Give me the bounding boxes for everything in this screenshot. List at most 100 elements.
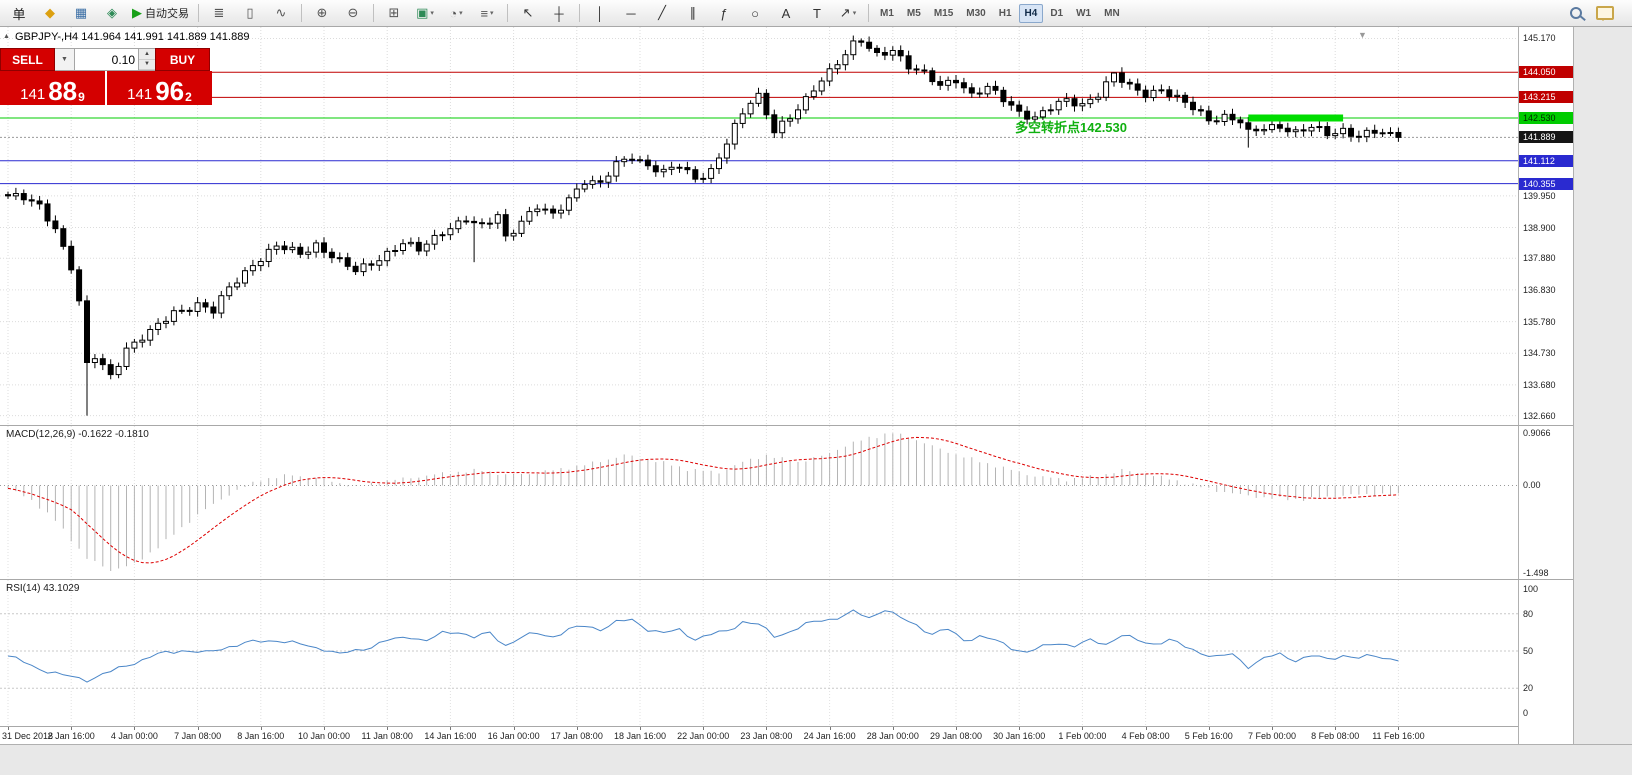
lot-size-input[interactable]: [75, 49, 138, 70]
lot-decrease-button[interactable]: ▼: [139, 59, 155, 70]
new-chart-icon[interactable]: ▣ ▾: [410, 1, 440, 25]
rsi-canvas[interactable]: [0, 580, 1518, 726]
time-axis-tick: [1082, 727, 1084, 730]
trade-panel-toggle-icon[interactable]: ▲: [3, 33, 10, 40]
timeframe-button-H4[interactable]: H4: [1018, 3, 1044, 23]
vertical-line-icon[interactable]: │: [585, 1, 615, 25]
time-axis-tick: [1272, 727, 1273, 730]
time-axis-label: 14 Jan 16:00: [424, 731, 477, 741]
cursor-icon: ↖: [522, 5, 534, 20]
timeframe-button-M15[interactable]: M15: [933, 7, 954, 19]
order-icon[interactable]: ◆: [35, 1, 65, 25]
scale-label: 145.170: [1523, 33, 1556, 44]
time-axis: 31 Dec 2018 2 Jan 16:00 4 Jan 00:00 7 Jan 0…: [0, 726, 1573, 744]
toolbar-separator: [301, 4, 302, 22]
fibonacci-icon: ƒ: [720, 5, 728, 21]
template-icon: ≡: [480, 5, 489, 21]
time-axis-label: 23 Jan 08:00: [740, 731, 793, 741]
timeframe-button-D1[interactable]: D1: [1050, 7, 1064, 19]
price-tag: 144.050: [1519, 66, 1573, 79]
timeframe-button-M5[interactable]: M5: [906, 7, 921, 19]
time-axis-tick: [197, 727, 199, 730]
lot-dropdown-button[interactable]: ▼: [55, 48, 75, 71]
time-axis-label: 28 Jan 00:00: [866, 731, 919, 741]
macd-histogram: [7, 433, 1399, 571]
time-axis-tick: [1145, 727, 1147, 730]
time-axis-label: 8 Feb 08:00: [1311, 731, 1360, 741]
tile-windows-icon[interactable]: ⊞: [379, 1, 409, 25]
chart-shift-icon[interactable]: ▼: [1358, 30, 1367, 40]
price-tag: 141.889: [1519, 131, 1573, 144]
macd-label: MACD(12,26,9) -0.1622 -0.1810: [6, 429, 149, 440]
sell-price-pips: 88: [48, 76, 78, 106]
main-toolbar: 单 ◆ ▦ ◈ ▶ 自动交易 ≣ ▯ ∿ ⊕ ⊖ ⊞ ▣ ▾ ◔ ▾ ≡ ▾ ↖ ┼ │ ─ ╱ ∥ ƒ ○ A T ↗ ▾ M1 M5 M15…: [0, 0, 1632, 27]
trendline-icon[interactable]: ╱: [647, 1, 677, 25]
time-axis-tick: [71, 727, 73, 730]
sell-price[interactable]: 141 88 9: [0, 71, 105, 105]
time-axis-tick: [829, 727, 831, 730]
time-axis-label: 17 Jan 08:00: [550, 731, 603, 741]
channel-icon[interactable]: ∥: [678, 1, 708, 25]
buy-price-pips: 96: [155, 76, 185, 106]
grid: [0, 27, 1518, 425]
pane-divider[interactable]: [0, 425, 1573, 426]
timeframe-button-H1[interactable]: H1: [998, 7, 1012, 19]
timeframe-button-M1[interactable]: M1: [880, 7, 894, 19]
line-chart-icon[interactable]: ∿: [266, 1, 296, 25]
timeframe-button-M30[interactable]: M30: [966, 7, 986, 19]
price-chart-canvas[interactable]: [0, 27, 1518, 425]
chat-icon[interactable]: [1596, 6, 1614, 21]
rsi-line: [7, 609, 1399, 683]
horizontal-line-icon: ─: [626, 5, 636, 21]
fibonacci-icon[interactable]: ƒ: [709, 1, 739, 25]
autotrading-button: ▶: [132, 5, 142, 20]
new-order-button[interactable]: 单: [4, 1, 34, 25]
macd-pane[interactable]: MACD(12,26,9) -0.1622 -0.1810: [0, 426, 1518, 579]
time-axis-tick: [260, 727, 262, 730]
zoom-in-icon: ⊕: [316, 5, 328, 20]
scale-label: 0.00: [1523, 480, 1541, 491]
bar-chart-icon[interactable]: ≣: [204, 1, 234, 25]
buy-button[interactable]: BUY: [155, 48, 210, 71]
arrows-icon[interactable]: ↗ ▾: [833, 1, 863, 25]
pane-divider[interactable]: [0, 579, 1573, 580]
period-icon[interactable]: ◔ ▾: [441, 1, 471, 25]
buy-price[interactable]: 141 96 2: [107, 71, 212, 105]
time-axis-label: 4 Feb 08:00: [1121, 731, 1170, 741]
lot-increase-button[interactable]: ▲: [139, 49, 155, 60]
zoom-in-icon[interactable]: ⊕: [307, 1, 337, 25]
price-chart[interactable]: ▲ GBPJPY-,H4 141.964 141.991 141.889 141…: [0, 27, 1518, 425]
crosshair-icon[interactable]: ┼: [544, 1, 574, 25]
cursor-icon[interactable]: ↖: [513, 1, 543, 25]
buy-price-main: 141: [127, 86, 153, 103]
template-icon[interactable]: ≡ ▾: [472, 1, 502, 25]
scale-label: 100: [1523, 584, 1539, 594]
label-icon[interactable]: T: [802, 1, 832, 25]
lot-size-field: ▲ ▼: [75, 48, 155, 71]
horizontal-line-icon[interactable]: ─: [616, 1, 646, 25]
time-axis-label: 18 Jan 16:00: [613, 731, 667, 741]
timeframe-button-MN[interactable]: MN: [1104, 7, 1120, 19]
time-axis-tick: [8, 727, 9, 730]
navigator-icon: ◈: [107, 5, 117, 20]
macd-canvas[interactable]: [0, 426, 1518, 579]
tile-windows-icon: ⊞: [388, 5, 400, 20]
market-watch-icon[interactable]: ▦: [66, 1, 96, 25]
crosshair-icon: ┼: [554, 5, 564, 21]
period-icon: ◔: [449, 5, 458, 21]
zoom-out-icon[interactable]: ⊖: [338, 1, 368, 25]
sell-button[interactable]: SELL: [0, 48, 55, 71]
shapes-icon[interactable]: ○: [740, 1, 770, 25]
scale-label: 0: [1523, 708, 1529, 718]
time-axis-tick: [1398, 727, 1400, 730]
rsi-pane[interactable]: RSI(14) 43.1029: [0, 580, 1518, 726]
annotation-text[interactable]: 多空转折点142.530: [1015, 120, 1127, 135]
autotrading-button-label: 自动交易: [145, 8, 189, 20]
navigator-icon[interactable]: ◈: [97, 1, 127, 25]
timeframe-button-W1[interactable]: W1: [1076, 7, 1092, 19]
text-icon[interactable]: A: [771, 1, 801, 25]
candlestick-chart-icon[interactable]: ▯: [235, 1, 265, 25]
search-icon[interactable]: [1570, 7, 1582, 19]
autotrading-button[interactable]: ▶ 自动交易: [128, 1, 193, 25]
toolbar-separator: [507, 4, 508, 22]
